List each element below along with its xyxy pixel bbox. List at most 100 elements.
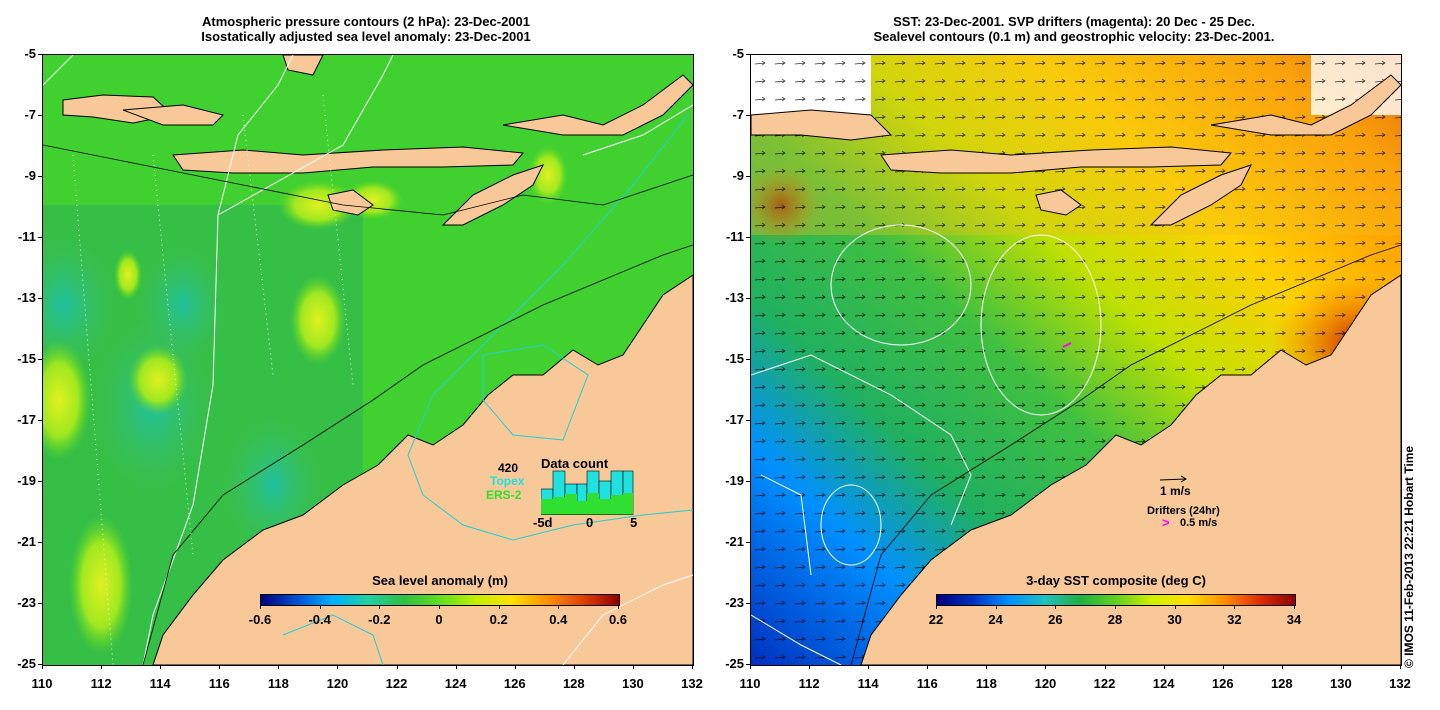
sealevel-contour (751, 614, 842, 665)
longitude-label: 132 (1389, 676, 1411, 691)
longitude-tick (1281, 665, 1283, 669)
australia-land (860, 274, 1401, 665)
colorbar-tick (618, 605, 619, 609)
latitude-label: -5 (732, 46, 744, 61)
longitude-tick (42, 665, 43, 669)
longitude-tick (337, 665, 339, 669)
island-bali (122, 104, 224, 126)
copyright-notice: © IMOS 11-Feb-2013 22:21 Hobart Time (1402, 445, 1416, 668)
legend-topex: Topex (490, 474, 525, 488)
longitude-tick (1104, 665, 1106, 669)
right-title-line2: Sealevel contours (0.1 m) and geostrophi… (873, 29, 1275, 44)
yellow-high (43, 340, 91, 460)
sealevel-contour (820, 484, 882, 566)
longitude-label: 114 (149, 676, 171, 691)
satellite-track (407, 114, 693, 541)
dotted-track (242, 114, 274, 376)
longitude-tick (632, 665, 634, 669)
longitude-label: 128 (562, 676, 585, 691)
drifter-marker-icon: > (1162, 515, 1170, 530)
yellow-high (528, 145, 568, 205)
latitude-tick (746, 54, 750, 55)
hist-xlabel-zero: 0 (586, 515, 594, 530)
island-east (1210, 74, 1401, 136)
sla-colorbar (260, 594, 620, 606)
pressure-contour (217, 55, 294, 216)
latitude-label: -25 (17, 656, 36, 671)
pressure-contour (217, 55, 394, 216)
longitude-label: 128 (1270, 676, 1293, 691)
sst-map (750, 54, 1402, 666)
latitude-label: -17 (725, 412, 744, 427)
colorbar-label: 0.2 (489, 612, 508, 627)
latitude-label: -23 (17, 595, 36, 610)
sea-level-map-svg (43, 55, 693, 665)
latitude-tick (38, 237, 42, 238)
yellow-high (128, 345, 188, 415)
drifters-scale-label: 0.5 m/s (1180, 517, 1218, 529)
colorbar-label: -0.4 (308, 612, 331, 627)
latitude-tick (38, 115, 42, 116)
longitude-tick (1163, 665, 1165, 669)
bathymetry-contour (43, 144, 693, 216)
island-north (282, 55, 324, 76)
longitude-label: 124 (1152, 676, 1175, 691)
latitude-tick (746, 298, 750, 299)
longitude-label: 122 (1093, 676, 1116, 691)
latitude-label: -5 (24, 46, 36, 61)
latitude-tick (746, 664, 750, 665)
latitude-tick (38, 359, 42, 360)
latitude-label: -11 (725, 229, 744, 244)
longitude-label: 130 (1330, 676, 1352, 691)
sst-map-svg (751, 55, 1401, 665)
latitude-tick (746, 237, 750, 238)
longitude-label: 122 (385, 676, 408, 691)
hist-bar-ers2 (599, 499, 611, 515)
sea-level-anomaly-map (42, 54, 694, 666)
latitude-label: -7 (732, 107, 744, 122)
hist-xlabel-end: 5 (630, 515, 638, 530)
yellow-high (69, 515, 133, 655)
longitude-label: 116 (208, 676, 230, 691)
longitude-tick (1400, 665, 1401, 669)
legend-ers2: ERS-2 (486, 488, 522, 502)
sst-colorbar (936, 594, 1296, 606)
pressure-contour (43, 55, 74, 86)
longitude-label: 126 (1211, 676, 1234, 691)
longitude-tick (455, 665, 457, 669)
left-panel-title: Atmospheric pressure contours (2 hPa): 2… (40, 14, 692, 44)
right-panel-title: SST: 23-Dec-2001. SVP drifters (magenta)… (748, 14, 1400, 44)
latitude-label: -19 (725, 473, 744, 488)
pressure-contour (582, 104, 693, 156)
sla-colorbar-title: Sea level anomaly (m) (372, 573, 508, 588)
latitude-tick (38, 481, 42, 482)
latitude-label: -21 (725, 534, 744, 549)
sealevel-contour (830, 224, 972, 346)
latitude-tick (746, 115, 750, 116)
pressure-contour (142, 214, 219, 665)
longitude-tick (1222, 665, 1224, 669)
longitude-tick (868, 665, 870, 669)
longitude-label: 120 (1034, 676, 1057, 691)
hist-bar-ers2 (611, 495, 623, 515)
colorbar-label: 26 (1048, 612, 1063, 627)
latitude-tick (38, 54, 42, 55)
colorbar-label: 34 (1286, 612, 1302, 627)
hist-bar-ers2 (587, 493, 599, 515)
sealevel-contour (751, 354, 972, 526)
left-title-line2: Isostatically adjusted sea level anomaly… (201, 29, 531, 44)
latitude-tick (38, 176, 42, 177)
colorbar-label: 30 (1167, 612, 1182, 627)
longitude-tick (1340, 665, 1342, 669)
latitude-label: -11 (17, 229, 36, 244)
island-east (502, 74, 693, 136)
colorbar-label: 0.4 (549, 612, 568, 627)
longitude-label: 112 (798, 676, 820, 691)
latitude-label: -19 (17, 473, 36, 488)
latitude-label: -7 (24, 107, 36, 122)
longitude-label: 110 (739, 676, 761, 691)
colorbar-label: -0.6 (248, 612, 272, 627)
dotted-track (322, 94, 354, 386)
hist-bar-ers2 (623, 493, 633, 515)
latitude-label: -9 (24, 168, 36, 183)
